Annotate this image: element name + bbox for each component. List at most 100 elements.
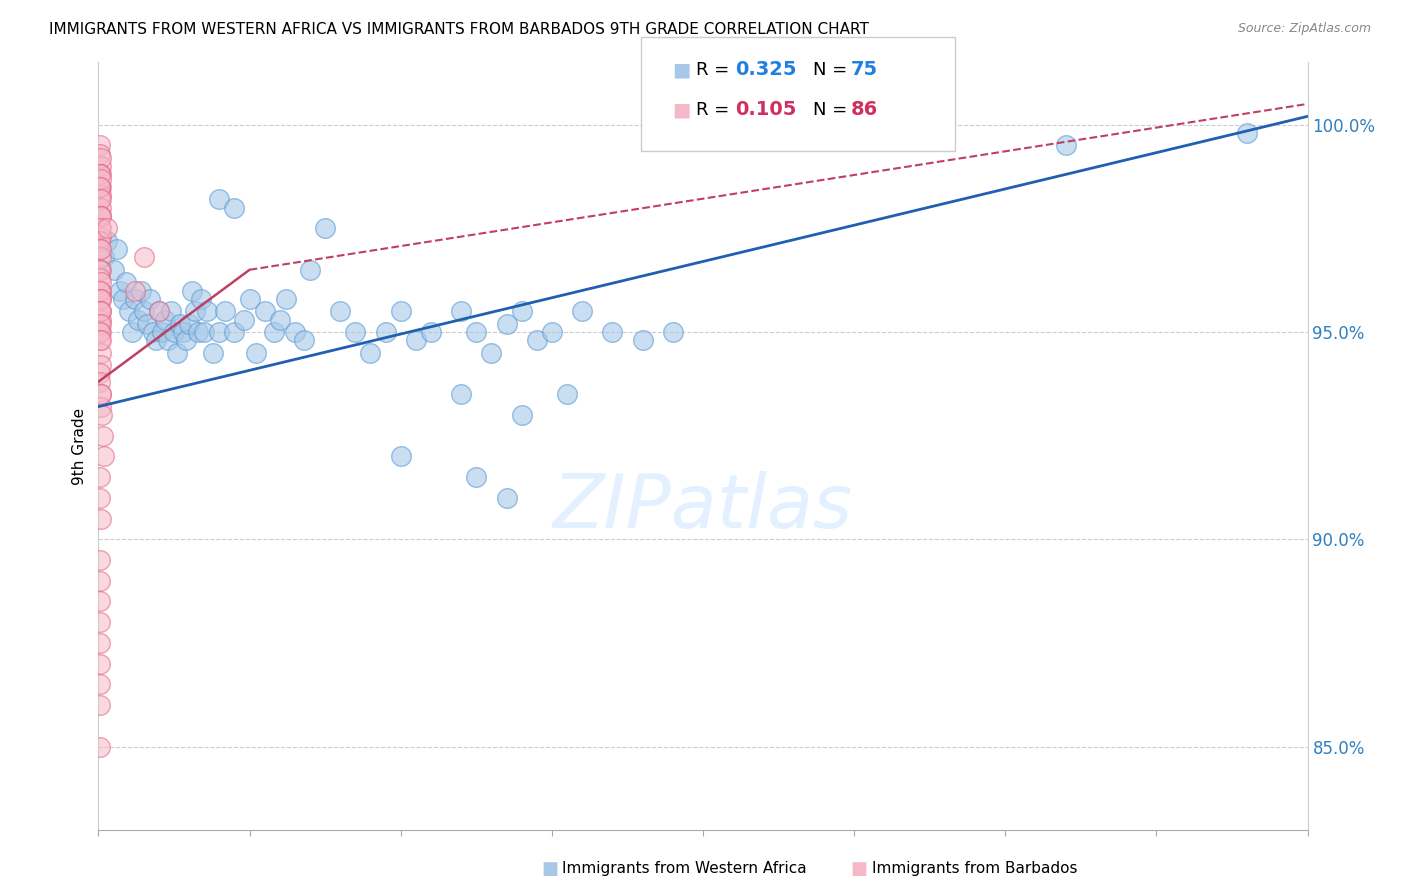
Point bbox=[89, 221, 111, 235]
Text: 0.325: 0.325 bbox=[735, 60, 797, 79]
Point bbox=[360, 345, 382, 359]
Point bbox=[89, 574, 111, 588]
Point bbox=[89, 657, 111, 671]
Point bbox=[127, 312, 149, 326]
Point bbox=[405, 333, 427, 347]
Point bbox=[90, 171, 112, 186]
Point bbox=[114, 275, 136, 289]
Point bbox=[89, 271, 111, 285]
Point bbox=[111, 292, 134, 306]
Point bbox=[90, 511, 112, 525]
Point bbox=[89, 636, 111, 650]
Text: ■: ■ bbox=[851, 860, 868, 878]
Point bbox=[172, 325, 194, 339]
Point bbox=[121, 325, 143, 339]
Point bbox=[124, 284, 146, 298]
Text: N =: N = bbox=[813, 61, 852, 78]
Text: ■: ■ bbox=[541, 860, 558, 878]
Text: ■: ■ bbox=[672, 100, 690, 120]
Point bbox=[89, 698, 111, 713]
Point bbox=[631, 333, 654, 347]
Point bbox=[89, 292, 111, 306]
Point bbox=[481, 345, 503, 359]
Point bbox=[89, 179, 111, 194]
Point bbox=[91, 428, 114, 442]
Point bbox=[103, 262, 125, 277]
Point bbox=[495, 317, 517, 331]
Point bbox=[465, 325, 488, 339]
Point bbox=[89, 262, 111, 277]
Point bbox=[90, 292, 112, 306]
Point bbox=[90, 317, 112, 331]
Point bbox=[90, 387, 112, 401]
Point bbox=[163, 325, 186, 339]
Point bbox=[90, 250, 112, 264]
Point bbox=[105, 242, 128, 256]
Text: 86: 86 bbox=[851, 100, 877, 120]
Point bbox=[510, 408, 533, 422]
Point bbox=[661, 325, 683, 339]
Point bbox=[389, 450, 412, 464]
Point bbox=[89, 168, 111, 182]
Point bbox=[89, 234, 111, 248]
Point bbox=[93, 450, 115, 464]
Point bbox=[239, 292, 262, 306]
Point bbox=[314, 221, 336, 235]
Text: 75: 75 bbox=[851, 60, 877, 79]
Point bbox=[208, 325, 231, 339]
Point bbox=[160, 304, 183, 318]
Point bbox=[269, 312, 291, 326]
Text: ZIPatlas: ZIPatlas bbox=[553, 471, 853, 543]
Point bbox=[89, 367, 111, 381]
Point bbox=[374, 325, 396, 339]
Point bbox=[450, 304, 472, 318]
Point bbox=[90, 333, 112, 347]
Point bbox=[90, 387, 112, 401]
Point bbox=[90, 168, 112, 182]
Point bbox=[253, 304, 276, 318]
Point bbox=[90, 242, 112, 256]
Point bbox=[132, 250, 155, 264]
Point bbox=[90, 284, 112, 298]
Point bbox=[1236, 126, 1258, 140]
Point bbox=[89, 242, 111, 256]
Point bbox=[90, 192, 112, 206]
Point bbox=[96, 234, 118, 248]
Point bbox=[344, 325, 367, 339]
Point bbox=[274, 292, 297, 306]
Text: 0.105: 0.105 bbox=[735, 100, 797, 120]
Text: ■: ■ bbox=[672, 60, 690, 79]
Point bbox=[89, 146, 111, 161]
Point bbox=[510, 304, 533, 318]
Point bbox=[89, 470, 111, 484]
Point bbox=[124, 292, 146, 306]
Point bbox=[526, 333, 548, 347]
Text: Immigrants from Western Africa: Immigrants from Western Africa bbox=[562, 862, 807, 876]
Point bbox=[135, 317, 157, 331]
Point bbox=[148, 304, 170, 318]
Point bbox=[129, 284, 152, 298]
Point bbox=[90, 400, 112, 414]
Point bbox=[245, 345, 267, 359]
Point bbox=[108, 284, 131, 298]
Point bbox=[90, 221, 112, 235]
Point bbox=[90, 304, 112, 318]
Point bbox=[90, 229, 112, 244]
Point bbox=[89, 138, 111, 153]
Point bbox=[263, 325, 285, 339]
Point bbox=[90, 312, 112, 326]
Point bbox=[148, 304, 170, 318]
Point bbox=[1054, 138, 1077, 153]
Point bbox=[145, 333, 167, 347]
Point bbox=[193, 325, 215, 339]
Point bbox=[90, 262, 112, 277]
Point bbox=[90, 201, 112, 215]
Point bbox=[450, 387, 472, 401]
Point bbox=[91, 408, 114, 422]
Point bbox=[174, 333, 197, 347]
Point bbox=[156, 333, 179, 347]
Point bbox=[89, 333, 111, 347]
Point bbox=[179, 317, 201, 331]
Point bbox=[602, 325, 624, 339]
Point bbox=[89, 594, 111, 608]
